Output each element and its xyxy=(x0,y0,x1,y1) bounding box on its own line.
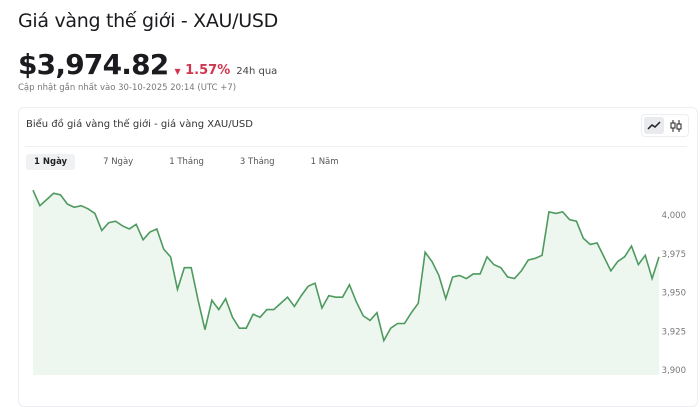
y-tick-label: 3,925 xyxy=(662,327,686,337)
price-row: $3,974.82 ▼ 1.57% 24h qua xyxy=(18,48,277,81)
tab-0[interactable]: 1 Ngày xyxy=(26,154,76,170)
tab-4[interactable]: 1 Năm xyxy=(310,157,339,167)
area-fill xyxy=(33,190,659,375)
range-tabs: 1 Ngày 7 Ngày 1 Tháng 3 Tháng 1 Năm xyxy=(26,154,367,170)
chart-title: Biểu đồ giá vàng thế giới - giá vàng XAU… xyxy=(26,119,253,130)
change-period: 24h qua xyxy=(236,66,278,77)
tab-1[interactable]: 7 Ngày xyxy=(103,157,134,167)
y-tick-label: 3,900 xyxy=(662,366,686,376)
chart-type-toggle xyxy=(641,114,689,137)
y-tick-label: 4,000 xyxy=(662,211,686,221)
current-price: $3,974.82 xyxy=(18,48,169,81)
y-tick-label: 3,950 xyxy=(662,289,686,299)
chart-card: Biểu đồ giá vàng thế giới - giá vàng XAU… xyxy=(18,107,698,407)
line-chart-icon[interactable] xyxy=(644,117,664,134)
change-value: 1.57% xyxy=(185,63,231,78)
price-change: ▼ 1.57% xyxy=(174,63,230,78)
price-line xyxy=(32,189,660,343)
tab-3[interactable]: 3 Tháng xyxy=(239,157,275,167)
page-title: Giá vàng thế giới - XAU/USD xyxy=(18,10,278,32)
tab-2[interactable]: 1 Tháng xyxy=(169,157,204,167)
candlestick-icon[interactable] xyxy=(666,117,686,134)
caret-down-icon: ▼ xyxy=(174,67,181,76)
last-updated: Cập nhật gần nhất vào 30-10-2025 20:14 (… xyxy=(18,83,237,93)
divider xyxy=(25,146,687,147)
y-tick-label: 3,975 xyxy=(662,250,686,260)
